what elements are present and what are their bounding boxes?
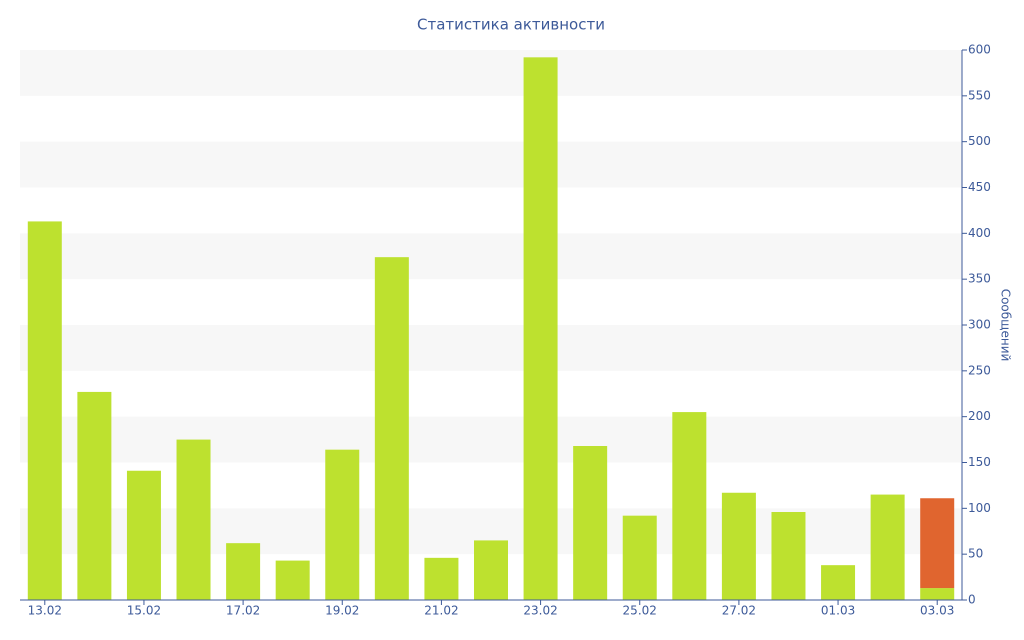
x-tick-label: 25.02	[623, 604, 657, 618]
y-tick-label: 550	[968, 88, 991, 102]
bar	[176, 439, 211, 600]
bar	[77, 391, 112, 600]
grid-band	[20, 233, 962, 280]
bar	[622, 515, 657, 600]
x-tick-label: 17.02	[226, 604, 260, 618]
x-tick-label: 27.02	[722, 604, 756, 618]
bar	[523, 57, 558, 601]
bar	[821, 565, 856, 600]
y-tick-label: 100	[968, 501, 991, 515]
x-tick-label: 23.02	[523, 604, 557, 618]
bar	[275, 560, 310, 600]
y-tick-label: 300	[968, 318, 991, 332]
y-tick-label: 450	[968, 180, 991, 194]
grid-band	[20, 141, 962, 188]
x-tick-label: 01.03	[821, 604, 855, 618]
y-tick-label: 350	[968, 272, 991, 286]
bar	[374, 257, 409, 600]
bar	[870, 494, 905, 600]
x-tick-label: 21.02	[424, 604, 458, 618]
bar	[226, 543, 261, 600]
y-tick-label: 200	[968, 409, 991, 423]
bar	[721, 492, 756, 600]
y-tick-label: 0	[968, 593, 976, 607]
bar	[573, 446, 608, 600]
grid-band	[20, 50, 962, 96]
x-tick-label: 03.03	[920, 604, 954, 618]
y-tick-label: 400	[968, 226, 991, 240]
x-tick-label: 13.02	[28, 604, 62, 618]
y-tick-label: 150	[968, 455, 991, 469]
bar	[771, 512, 806, 600]
bar	[424, 557, 459, 600]
bar	[920, 588, 955, 600]
y-tick-label: 600	[968, 43, 991, 57]
bar	[126, 470, 161, 600]
y-tick-label: 250	[968, 363, 991, 377]
bar	[474, 540, 508, 600]
grid-band	[20, 416, 962, 463]
x-tick-label: 15.02	[127, 604, 161, 618]
grid-band	[20, 325, 962, 371]
x-tick-label: 19.02	[325, 604, 359, 618]
bar	[325, 449, 360, 600]
y-axis-label: Сообщений	[999, 289, 1013, 362]
y-tick-label: 500	[968, 134, 991, 148]
y-tick-label: 50	[968, 547, 983, 561]
bar	[920, 498, 955, 589]
chart-title: Статистика активности	[417, 16, 605, 34]
bar	[672, 412, 707, 600]
bar	[27, 221, 62, 600]
